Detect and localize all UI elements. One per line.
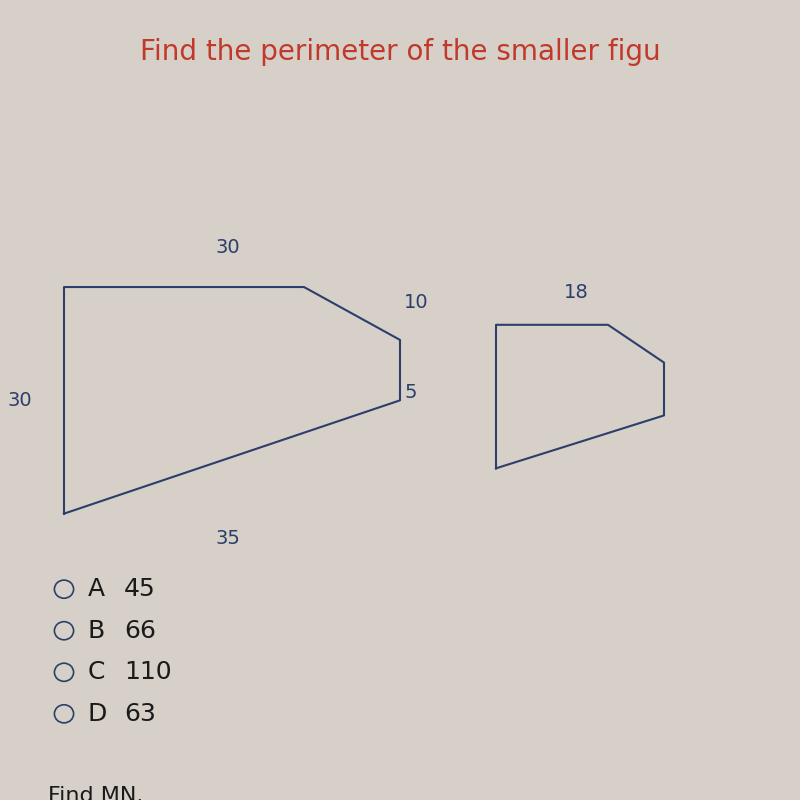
Text: A: A: [88, 577, 105, 601]
Text: 10: 10: [404, 293, 429, 312]
Text: C: C: [88, 660, 106, 684]
Text: 5: 5: [404, 383, 417, 402]
Text: 66: 66: [124, 618, 156, 642]
Text: 45: 45: [124, 577, 156, 601]
Text: 63: 63: [124, 702, 156, 726]
Text: 30: 30: [7, 391, 32, 410]
Text: B: B: [88, 618, 106, 642]
Text: Find MN.: Find MN.: [48, 786, 143, 800]
Text: D: D: [88, 702, 107, 726]
Text: 30: 30: [216, 238, 240, 257]
Text: Find the perimeter of the smaller figu: Find the perimeter of the smaller figu: [140, 38, 660, 66]
Text: 18: 18: [564, 283, 588, 302]
Text: 35: 35: [215, 529, 241, 548]
Text: 110: 110: [124, 660, 172, 684]
